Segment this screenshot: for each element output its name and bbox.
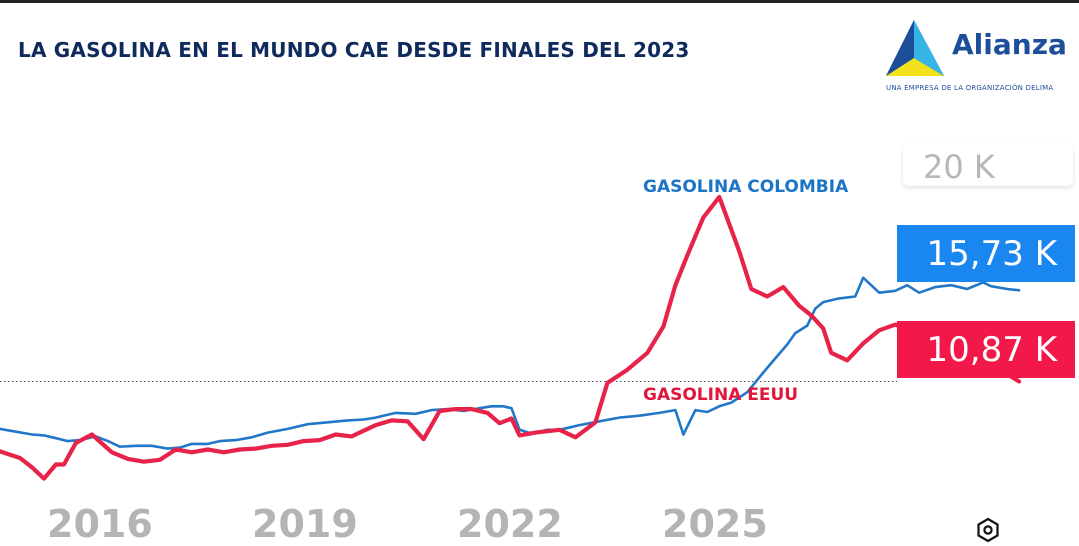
x-tick-2019: 2019 [252, 502, 358, 546]
colombia-price-label: 15,73 K [926, 233, 1057, 274]
y-axis-tick-20k: 20 K [903, 142, 1073, 186]
y-axis-tick-label: 20 K [923, 148, 995, 186]
x-tick-2022: 2022 [457, 502, 563, 546]
logo-tagline: UNA EMPRESA DE LA ORGANIZACIÓN DELIMA [886, 84, 1054, 92]
triangle-logo-icon [886, 20, 944, 76]
hexagon-gear-icon[interactable] [975, 517, 1001, 543]
colombia-price-badge: 15,73 K [897, 225, 1075, 282]
series-line-eeuu [0, 194, 1022, 481]
series-line-colombia [0, 276, 1021, 450]
x-tick-2016: 2016 [47, 502, 153, 546]
eeuu-price-badge: 10,87 K [897, 321, 1075, 378]
logo-name: Alianza [952, 28, 1067, 61]
chart-title: LA GASOLINA EN EL MUNDO CAE DESDE FINALE… [18, 38, 690, 62]
top-border [0, 0, 1079, 3]
alianza-logo: Alianza UNA EMPRESA DE LA ORGANIZACIÓN D… [882, 18, 1067, 98]
x-tick-2025: 2025 [662, 502, 768, 546]
series-label-colombia: GASOLINA COLOMBIA [643, 177, 849, 197]
eeuu-price-label: 10,87 K [926, 329, 1057, 370]
series-label-eeuu: GASOLINA EEUU [643, 385, 799, 405]
